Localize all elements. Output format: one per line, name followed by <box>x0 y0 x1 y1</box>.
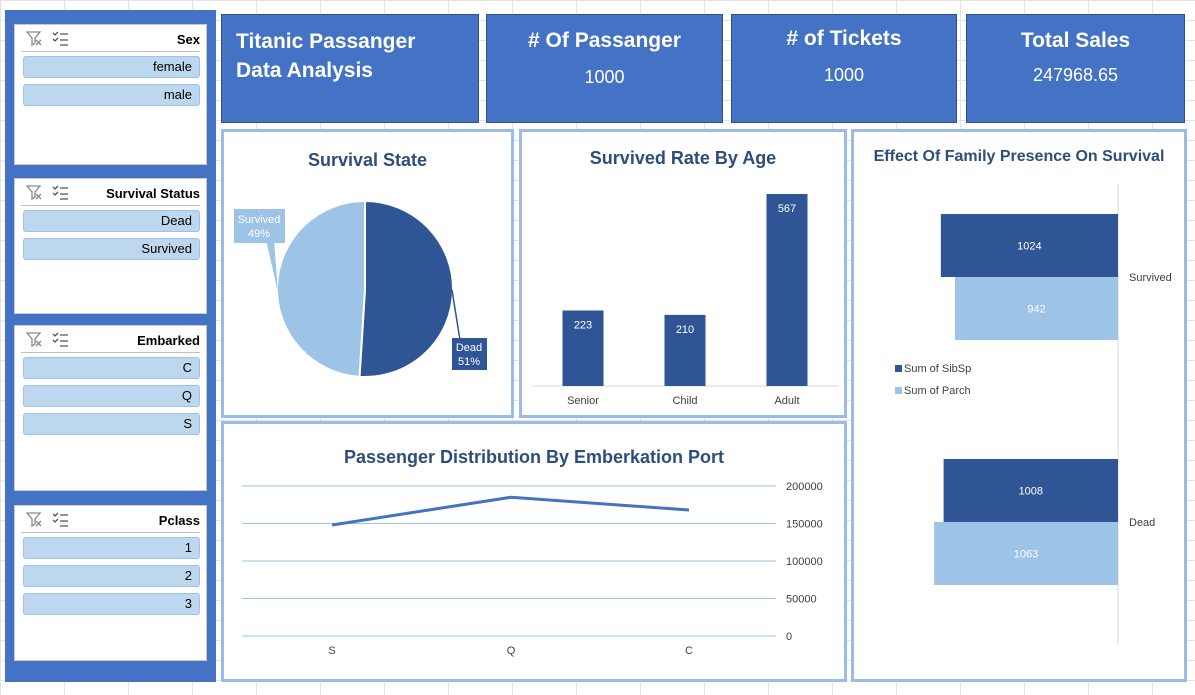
x-tick-label: S <box>328 645 335 657</box>
slicer-item-female[interactable]: female <box>23 56 200 78</box>
slicer-item-survived[interactable]: Survived <box>23 238 200 260</box>
multi-select-icon[interactable] <box>51 183 69 201</box>
chart-title: Survival State <box>307 150 428 170</box>
chart-title: Survived Rate By Age <box>589 148 777 168</box>
category-label: Dead <box>1129 517 1155 529</box>
bar-data-label: 1024 <box>1017 241 1041 253</box>
clear-filter-icon[interactable] <box>25 183 43 201</box>
slicer-embarked: Embarked C Q S <box>14 325 207 491</box>
bar-data-label: 1063 <box>1014 549 1038 561</box>
chart-title: Passenger Distribution By Emberkation Po… <box>343 447 725 467</box>
kpi-card-passengers: # Of Passanger 1000 <box>486 14 723 123</box>
kpi-label: # Of Passanger <box>528 29 681 52</box>
bar-data-label: 1008 <box>1019 486 1043 498</box>
bar-data-label: 942 <box>1027 304 1045 316</box>
legend-swatch <box>895 365 902 372</box>
multi-select-icon[interactable] <box>51 29 69 47</box>
kpi-value: 1000 <box>584 67 625 87</box>
slicer-item-male[interactable]: male <box>23 84 200 106</box>
legend-label: Sum of Parch <box>904 385 971 397</box>
bar-data-label: 567 <box>778 203 796 215</box>
survived-by-age-panel: Survived Rate By Age 223 Senior 210 Child 56… <box>519 129 847 418</box>
data-label-name: Survived <box>238 214 281 226</box>
slicer-item-2[interactable]: 2 <box>23 565 200 587</box>
multi-select-icon[interactable] <box>51 510 69 528</box>
family-bar-chart: 1024 942 Survived 1008 1063 Dead Sum of SibSp S… <box>895 184 1172 644</box>
data-label-box <box>452 338 487 370</box>
leader-line <box>266 240 278 292</box>
slicer-item-1[interactable]: 1 <box>23 537 200 559</box>
slicer-header: Pclass <box>21 506 200 533</box>
category-label: Survived <box>1129 272 1172 284</box>
y-tick-label: 0 <box>786 631 792 643</box>
dashboard-title-card: Titanic Passanger Data Analysis <box>221 14 479 123</box>
slicer-title: Sex <box>176 32 200 47</box>
y-tick-label: 200000 <box>786 481 823 493</box>
line-series <box>331 495 690 527</box>
slicer-title: Embarked <box>137 333 200 348</box>
slicer-item-q[interactable]: Q <box>23 385 200 407</box>
y-tick-label: 50000 <box>786 594 817 606</box>
embarkation-line-chart: 0 50000 100000 150000 200000 S Q C <box>242 481 823 657</box>
survival-state-panel: Survival State Dead 51% Survived 49% <box>221 129 514 418</box>
data-label-pct: 49% <box>248 228 270 240</box>
slicer-item-dead[interactable]: Dead <box>23 210 200 232</box>
slicer-sex: Sex female male <box>14 24 207 165</box>
embarkation-panel: Passenger Distribution By Emberkation Po… <box>221 421 847 682</box>
slicer-item-s[interactable]: S <box>23 413 200 435</box>
kpi-label: Total Sales <box>1020 29 1131 52</box>
slicer-survival-status: Survival Status Dead Survived <box>14 178 207 314</box>
kpi-value: 247968.65 <box>1032 65 1119 85</box>
kpi-card-total-sales: Total Sales 247968.65 <box>966 14 1185 123</box>
legend-label: Sum of SibSp <box>904 363 971 375</box>
slicer-title: Pclass <box>158 513 200 528</box>
dashboard-title: Titanic Passanger Data Analysis <box>236 30 416 82</box>
bar-adult <box>766 194 808 386</box>
survival-pie-chart: Dead 51% Survived 49% <box>234 199 487 378</box>
age-bar-chart: 223 Senior 210 Child 567 Adult <box>532 194 839 407</box>
bar-senior <box>562 310 604 386</box>
slicer-header: Embarked <box>21 326 200 353</box>
slicer-item-3[interactable]: 3 <box>23 593 200 615</box>
x-tick-label: Senior <box>567 395 599 407</box>
chart-title: Effect Of Family Presence On Survival <box>873 148 1165 165</box>
slicer-title: Survival Status <box>106 186 200 201</box>
x-tick-label: Adult <box>774 395 799 407</box>
pie-slice-survived <box>276 199 366 378</box>
legend-swatch <box>895 387 902 394</box>
bar-data-label: 223 <box>574 319 592 331</box>
leader-line <box>451 289 461 341</box>
clear-filter-icon[interactable] <box>25 330 43 348</box>
family-presence-panel: Effect Of Family Presence On Survival 10… <box>851 129 1187 682</box>
bar-survived-sibsp <box>940 214 1118 277</box>
slicer-sidebar: Sex female male Survival Status Dead Sur… <box>5 10 216 682</box>
y-tick-label: 150000 <box>786 519 823 531</box>
x-tick-label: Child <box>672 395 697 407</box>
kpi-label: # of Tickets <box>786 27 902 50</box>
y-tick-label: 100000 <box>786 556 823 568</box>
bar-child <box>664 314 706 386</box>
slicer-pclass: Pclass 1 2 3 <box>14 505 207 661</box>
kpi-card-tickets: # of Tickets 1000 <box>731 14 957 123</box>
pie-slice-dead <box>358 199 454 378</box>
data-label-name: Dead <box>456 342 482 354</box>
multi-select-icon[interactable] <box>51 330 69 348</box>
slicer-header: Survival Status <box>21 179 200 206</box>
bar-dead-sibsp <box>943 459 1118 522</box>
slicer-header: Sex <box>21 25 200 52</box>
x-tick-label: C <box>685 645 693 657</box>
bar-data-label: 210 <box>676 324 694 336</box>
clear-filter-icon[interactable] <box>25 29 43 47</box>
bar-survived-parch <box>955 277 1118 340</box>
data-label-box <box>234 209 285 243</box>
clear-filter-icon[interactable] <box>25 510 43 528</box>
slicer-item-c[interactable]: C <box>23 357 200 379</box>
x-tick-label: Q <box>507 645 516 657</box>
data-label-pct: 51% <box>458 356 480 368</box>
kpi-value: 1000 <box>823 65 865 85</box>
bar-dead-parch <box>934 522 1118 585</box>
